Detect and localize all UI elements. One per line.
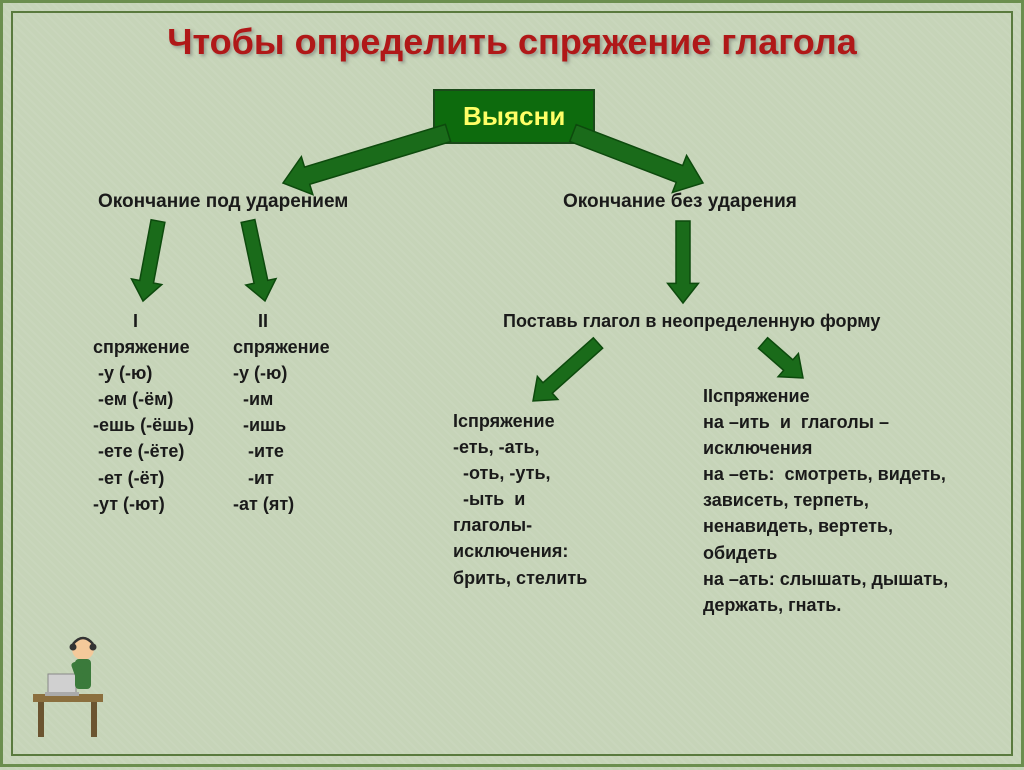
heading-stressed: Окончание под ударением bbox=[98, 191, 348, 213]
student-clipart bbox=[23, 614, 113, 744]
block-conj2-stressed: II спряжение -у (-ю) -им -ишь -ите -ит -… bbox=[233, 308, 330, 517]
slide-title: Чтобы определить спряжение глагола bbox=[167, 21, 857, 63]
block-conj1-unstressed: Iспряжение -еть, -ать, -оть, -уть, -ыть … bbox=[453, 408, 587, 591]
block-conj2-unstressed: IIспряжение на –ить и глаголы – исключен… bbox=[703, 383, 948, 618]
heading-infinitive: Поставь глагол в неопределенную форму bbox=[503, 311, 880, 332]
block-conj1-stressed: I спряжение -у (-ю) -ем (-ём) -ешь (-ёшь… bbox=[93, 308, 194, 517]
heading-unstressed: Окончание без ударения bbox=[563, 191, 797, 213]
center-box: Выясни bbox=[433, 89, 595, 144]
